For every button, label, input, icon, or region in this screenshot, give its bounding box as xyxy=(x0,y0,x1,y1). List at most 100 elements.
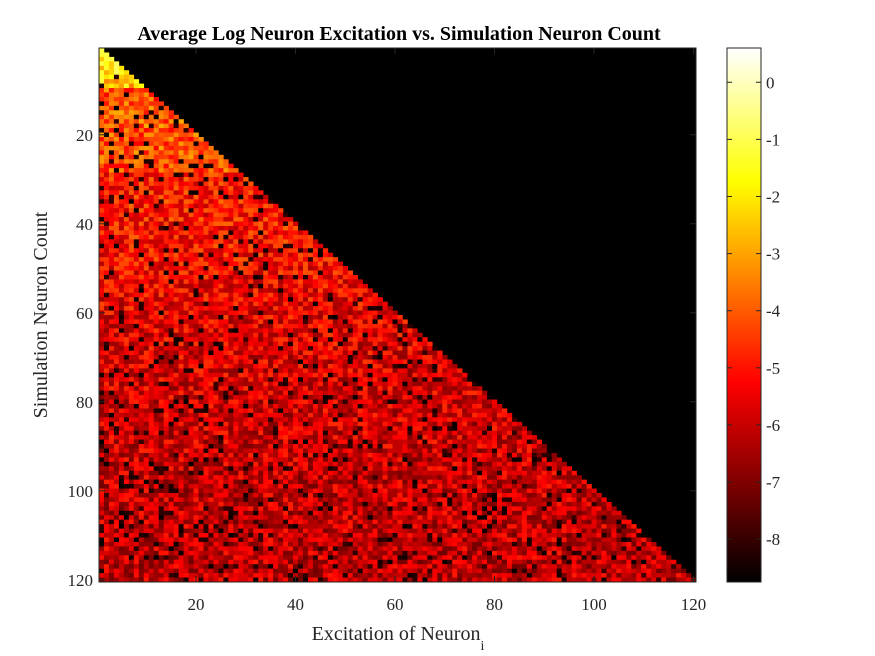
heatmap-cell xyxy=(417,359,423,365)
heatmap-cell xyxy=(238,404,244,409)
heatmap-cell xyxy=(243,190,249,196)
heatmap-cell xyxy=(213,435,219,440)
heatmap-cell xyxy=(362,435,368,440)
heatmap-cell xyxy=(442,412,448,418)
heatmap-cell xyxy=(198,448,204,454)
heatmap-cell xyxy=(193,319,199,325)
heatmap-cell xyxy=(367,412,373,418)
heatmap-cell xyxy=(273,386,279,391)
heatmap-cell xyxy=(492,475,498,480)
heatmap-cell xyxy=(118,185,125,191)
heatmap-cell xyxy=(138,444,145,449)
heatmap-cell xyxy=(442,461,448,467)
heatmap-cell xyxy=(193,243,199,249)
heatmap-cell xyxy=(123,315,130,320)
heatmap-cell xyxy=(337,279,344,285)
heatmap-cell xyxy=(163,417,169,423)
heatmap-cell xyxy=(482,426,488,431)
heatmap-cell xyxy=(377,475,383,480)
heatmap-cell xyxy=(288,421,294,427)
heatmap-cell xyxy=(337,368,344,374)
heatmap-cell xyxy=(412,337,418,342)
heatmap-cell xyxy=(248,323,254,329)
heatmap-cell xyxy=(208,359,214,365)
heatmap-cell xyxy=(158,292,164,298)
heatmap-cell xyxy=(228,248,234,253)
heatmap-cell xyxy=(248,203,254,209)
heatmap-cell xyxy=(312,444,319,449)
heatmap-cell xyxy=(163,137,169,142)
heatmap-cell xyxy=(198,426,204,431)
heatmap-cell xyxy=(268,266,274,271)
heatmap-cell xyxy=(392,421,398,427)
heatmap-cell xyxy=(516,461,523,467)
heatmap-cell xyxy=(452,390,458,396)
heatmap-cell xyxy=(317,417,324,423)
heatmap-cell xyxy=(238,479,244,485)
heatmap-cell xyxy=(407,332,413,338)
heatmap-cell xyxy=(178,257,184,262)
heatmap-cell xyxy=(347,341,354,347)
heatmap-cell xyxy=(213,359,219,365)
heatmap-cell xyxy=(173,123,179,129)
heatmap-cell xyxy=(128,315,135,320)
heatmap-cell xyxy=(482,408,488,414)
heatmap-cell xyxy=(233,172,239,178)
heatmap-cell xyxy=(188,466,194,472)
heatmap-cell xyxy=(268,261,274,267)
heatmap-cell xyxy=(218,154,224,160)
heatmap-cell xyxy=(283,283,289,289)
heatmap-cell xyxy=(163,372,169,378)
heatmap-cell xyxy=(103,386,110,391)
heatmap-cell xyxy=(243,243,249,249)
heatmap-cell xyxy=(317,283,324,289)
heatmap-cell xyxy=(417,355,423,360)
heatmap-cell xyxy=(243,470,249,476)
heatmap-cell xyxy=(317,457,324,463)
heatmap-cell xyxy=(417,479,423,485)
heatmap-cell xyxy=(337,448,344,454)
heatmap-cell xyxy=(118,150,125,156)
heatmap-cell xyxy=(208,457,214,463)
heatmap-cell xyxy=(193,470,199,476)
heatmap-cell xyxy=(158,404,164,409)
heatmap-cell xyxy=(248,412,254,418)
heatmap-cell xyxy=(193,190,199,196)
heatmap-cell xyxy=(243,421,249,427)
heatmap-cell xyxy=(283,248,289,253)
heatmap-cell xyxy=(357,466,363,472)
heatmap-cell xyxy=(332,412,339,418)
heatmap-cell xyxy=(108,426,115,431)
heatmap-cell xyxy=(327,444,334,449)
heatmap-cell xyxy=(233,208,239,213)
heatmap-cell xyxy=(452,372,458,378)
heatmap-cell xyxy=(113,74,120,80)
heatmap-cell xyxy=(556,475,562,480)
heatmap-cell xyxy=(118,137,125,142)
heatmap-cell xyxy=(382,341,388,347)
heatmap-cell xyxy=(193,475,199,480)
heatmap-cell xyxy=(357,479,363,485)
heatmap-cell xyxy=(248,341,254,347)
heatmap-cell xyxy=(218,306,224,311)
heatmap-cell xyxy=(472,426,478,431)
heatmap-cell xyxy=(168,390,174,396)
heatmap-cell xyxy=(258,261,264,267)
heatmap-cell xyxy=(248,461,254,467)
heatmap-cell xyxy=(188,395,194,400)
heatmap-cell xyxy=(138,350,145,356)
heatmap-cell xyxy=(198,457,204,463)
heatmap-cell xyxy=(467,452,473,458)
heatmap-cell xyxy=(143,310,150,316)
heatmap-cell xyxy=(163,266,169,271)
heatmap-cell xyxy=(437,355,443,360)
heatmap-cell xyxy=(118,355,125,360)
heatmap-cell xyxy=(143,283,150,289)
heatmap-cell xyxy=(367,426,373,431)
heatmap-cell xyxy=(183,381,189,387)
heatmap-cell xyxy=(203,404,209,409)
heatmap-cell xyxy=(243,261,249,267)
heatmap-cell xyxy=(143,297,150,302)
heatmap-cell xyxy=(148,266,155,271)
heatmap-cell xyxy=(113,270,120,276)
